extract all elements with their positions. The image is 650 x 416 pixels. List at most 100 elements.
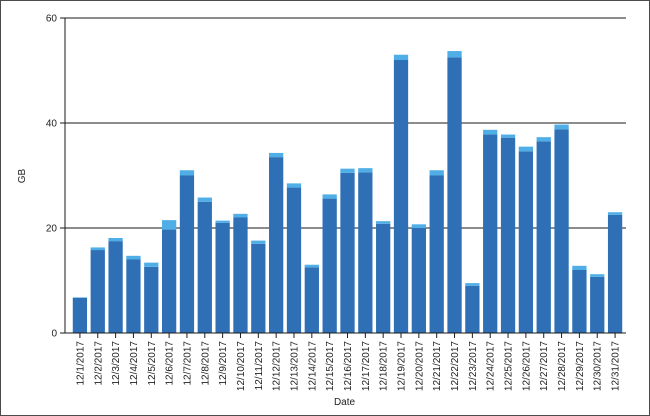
bar-segment-main xyxy=(286,187,302,333)
x-tick-label: 12/16/2017 xyxy=(343,341,354,391)
x-tick-label: 12/21/2017 xyxy=(432,341,443,391)
bar-segment-main xyxy=(161,229,177,333)
x-tick-label: 12/18/2017 xyxy=(379,341,390,391)
bar-segment-main xyxy=(251,243,266,333)
bar-segment-main xyxy=(126,259,141,333)
bar-segment-main xyxy=(179,175,195,333)
bar-segment-main xyxy=(269,157,284,334)
x-tick-label: 12/29/2017 xyxy=(575,341,586,391)
bar-segment-top xyxy=(197,197,212,202)
x-tick-label: 12/24/2017 xyxy=(486,341,497,391)
bar-segment-main xyxy=(376,223,391,333)
axes: 0 20 40 60 12/1/2017 12/2/2017 12/3/2017 12/4/2… xyxy=(46,14,626,391)
bar-segment-top xyxy=(161,220,177,230)
x-tick-label: 12/13/2017 xyxy=(289,341,300,391)
bar-segment-main xyxy=(518,151,534,333)
bar-segment-top xyxy=(465,283,480,286)
bar-segment-main xyxy=(447,57,462,334)
bar-segment-main xyxy=(233,217,248,333)
bar-segment-top xyxy=(286,183,302,188)
x-tick-label: 12/14/2017 xyxy=(307,341,318,391)
x-tick-label: 12/28/2017 xyxy=(557,341,568,391)
y-tick-label: 0 xyxy=(51,329,57,340)
bar-segment-top xyxy=(358,168,373,173)
x-tick-label: 12/12/2017 xyxy=(272,341,283,391)
bar-segment-top xyxy=(429,170,444,176)
bar-segment-top xyxy=(483,129,498,135)
bar-segment-main xyxy=(304,267,319,334)
bar-segment-top xyxy=(126,255,141,260)
bar-segment-top xyxy=(304,264,319,268)
x-tick-label: 12/8/2017 xyxy=(200,341,211,386)
bar-segment-main xyxy=(465,285,480,333)
x-tick-label: 12/25/2017 xyxy=(504,341,515,391)
bar-segment-top xyxy=(572,265,587,270)
x-tick-label: 12/22/2017 xyxy=(450,341,461,391)
bar-segment-main xyxy=(340,172,355,334)
x-tick-label: 12/7/2017 xyxy=(182,341,193,386)
bar-segment-top xyxy=(108,237,123,242)
bar-segment-top xyxy=(411,224,426,228)
bar-segment-top xyxy=(590,274,605,277)
x-tick-label: 12/10/2017 xyxy=(236,341,247,391)
x-tick-label: 12/5/2017 xyxy=(147,341,158,386)
bar-segment-top xyxy=(215,220,230,223)
bar-segment-top xyxy=(393,54,409,60)
y-tick-label: 60 xyxy=(46,14,58,25)
bar-segment-main xyxy=(590,276,605,333)
bar-segment-top xyxy=(500,134,516,138)
x-tick-label: 12/2/2017 xyxy=(93,341,104,386)
x-tick-label: 12/30/2017 xyxy=(593,341,604,391)
y-axis-title: GB xyxy=(17,168,28,183)
bar-segment-main xyxy=(90,250,105,333)
bar-segment-main xyxy=(411,228,426,333)
y-tick-label: 40 xyxy=(46,119,58,130)
bar-segment-top xyxy=(322,194,337,199)
bar-segment-top xyxy=(518,146,534,152)
x-axis-title: Date xyxy=(334,397,356,408)
bar-segment-main xyxy=(607,214,623,334)
x-tick-label: 12/31/2017 xyxy=(611,341,622,391)
x-tick-label: 12/26/2017 xyxy=(521,341,532,391)
bar-segment-top xyxy=(447,51,462,58)
bar-segment-top xyxy=(251,240,266,244)
x-tick-label: 12/4/2017 xyxy=(129,341,140,386)
bar-segment-top xyxy=(144,262,159,267)
x-tick-label: 12/6/2017 xyxy=(165,341,176,386)
bar-segment-main xyxy=(144,266,159,333)
bar-segment-main xyxy=(197,201,212,333)
x-tick-label: 12/19/2017 xyxy=(397,341,408,391)
x-tick-label: 12/11/2017 xyxy=(254,341,265,391)
bar-segment-main xyxy=(500,137,516,333)
bar-segment-main xyxy=(72,297,88,333)
x-tick-label: 12/1/2017 xyxy=(75,341,86,386)
bar-segment-main xyxy=(536,141,551,333)
x-tick-label: 12/17/2017 xyxy=(361,341,372,391)
bar-segment-main xyxy=(554,129,569,333)
bar-segment-top xyxy=(340,168,355,173)
x-tick-label: 12/3/2017 xyxy=(111,341,122,386)
x-tick-label: 12/27/2017 xyxy=(539,341,550,391)
bar-segment-main xyxy=(483,134,498,333)
bar-segment-main xyxy=(429,175,444,333)
bar-segment-main xyxy=(215,222,230,333)
bar-segment-top xyxy=(90,247,105,251)
bar-segment-top xyxy=(536,137,551,142)
bar-segment-main xyxy=(572,270,587,333)
bar-segment-top xyxy=(233,213,248,218)
bar-segment-top xyxy=(72,297,88,298)
bar-segment-main xyxy=(393,60,409,333)
bar-segment-top xyxy=(607,212,623,215)
bar-segment-main xyxy=(358,172,373,333)
x-tick-label: 12/23/2017 xyxy=(468,341,479,391)
bar-segment-main xyxy=(322,198,337,333)
x-tick-label: 12/20/2017 xyxy=(414,341,425,391)
bar-segment-top xyxy=(554,124,569,130)
y-tick-label: 20 xyxy=(46,224,58,235)
bar-segment-top xyxy=(179,170,195,176)
bar-segment-top xyxy=(269,152,284,158)
bar-segment-top xyxy=(376,221,391,224)
bars xyxy=(72,51,623,334)
